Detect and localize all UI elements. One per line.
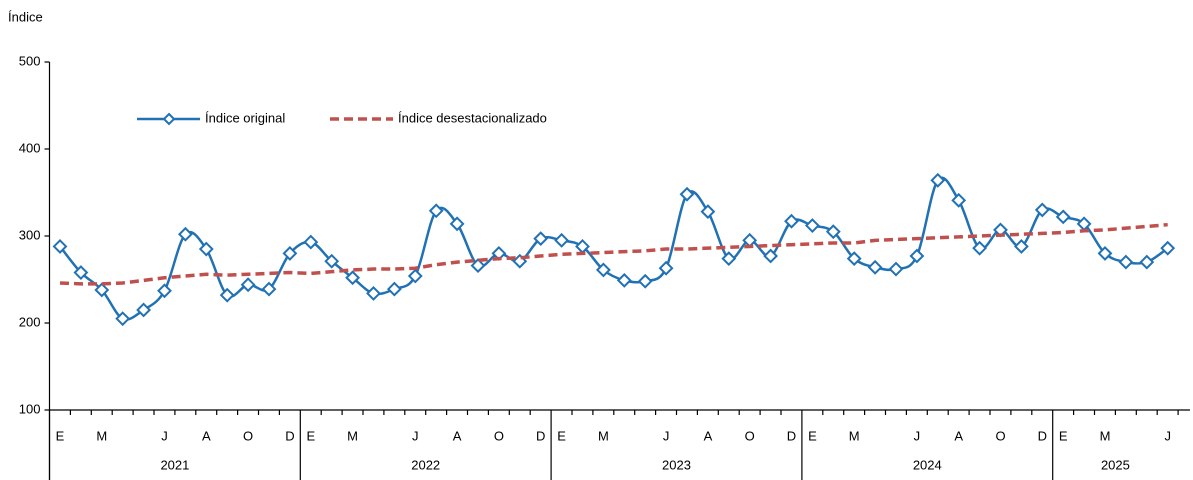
x-tick-label: E xyxy=(557,428,566,443)
x-tick-label: E xyxy=(56,428,65,443)
point-marker xyxy=(198,241,214,257)
point-marker xyxy=(658,260,674,276)
x-tick-label: O xyxy=(494,428,504,443)
legend-marker xyxy=(162,112,176,126)
point-marker xyxy=(700,204,716,220)
point-marker xyxy=(930,172,946,188)
point-marker xyxy=(804,218,820,233)
year-label: 2025 xyxy=(1101,457,1130,472)
point-marker xyxy=(1055,209,1071,225)
point-marker xyxy=(177,226,193,242)
point-marker xyxy=(616,272,632,288)
x-tick-label: M xyxy=(347,428,358,443)
point-marker xyxy=(951,192,967,208)
point-marker xyxy=(386,281,402,297)
legend-label: Índice desestacionalizado xyxy=(398,110,547,125)
point-marker xyxy=(449,216,465,232)
y-axis-label: Índice xyxy=(8,9,43,24)
x-tick-label: E xyxy=(808,428,817,443)
point-marker xyxy=(470,258,486,273)
year-label: 2022 xyxy=(411,457,440,472)
point-marker xyxy=(1013,239,1029,254)
x-tick-label: D xyxy=(787,428,796,443)
x-tick-label: J xyxy=(1164,428,1171,443)
point-marker xyxy=(533,231,549,247)
point-marker xyxy=(261,281,277,297)
x-tick-label: M xyxy=(849,428,860,443)
x-tick-label: A xyxy=(954,428,963,443)
point-marker xyxy=(282,245,298,261)
point-marker xyxy=(1118,254,1134,270)
y-tick-label: 500 xyxy=(19,53,41,68)
point-marker xyxy=(1097,245,1113,261)
x-tick-label: D xyxy=(285,428,294,443)
x-tick-label: O xyxy=(745,428,755,443)
point-marker xyxy=(972,240,988,256)
point-marker xyxy=(1139,254,1155,270)
x-tick-label: A xyxy=(453,428,462,443)
x-tick-label: E xyxy=(1059,428,1068,443)
point-marker xyxy=(1160,240,1176,256)
x-tick-label: A xyxy=(704,428,713,443)
point-marker xyxy=(888,261,904,277)
x-tick-label: O xyxy=(995,428,1005,443)
point-marker xyxy=(1034,202,1050,218)
point-marker xyxy=(94,282,110,298)
point-marker xyxy=(637,273,653,289)
y-tick-label: 200 xyxy=(19,314,41,329)
point-marker xyxy=(345,270,361,286)
legend-label: Índice original xyxy=(205,110,285,125)
point-marker xyxy=(721,251,737,267)
x-tick-label: D xyxy=(1038,428,1047,443)
x-tick-label: M xyxy=(96,428,107,443)
point-marker xyxy=(136,302,152,318)
x-tick-label: A xyxy=(202,428,211,443)
point-marker xyxy=(428,203,444,219)
x-tick-label: M xyxy=(1100,428,1111,443)
point-marker xyxy=(407,268,423,284)
point-marker xyxy=(825,224,841,240)
point-marker xyxy=(784,213,799,229)
point-marker xyxy=(115,311,131,327)
point-marker xyxy=(763,248,779,264)
x-tick-label: J xyxy=(663,428,670,443)
point-marker xyxy=(846,251,862,267)
point-marker xyxy=(157,283,172,299)
x-tick-label: J xyxy=(412,428,419,443)
point-marker xyxy=(219,287,235,303)
x-tick-label: D xyxy=(536,428,545,443)
point-marker xyxy=(240,277,256,293)
series-line xyxy=(59,222,1168,286)
point-marker xyxy=(679,186,695,202)
year-label: 2023 xyxy=(662,457,691,472)
x-tick-label: J xyxy=(161,428,168,443)
x-tick-label: J xyxy=(914,428,921,443)
point-marker xyxy=(73,265,89,280)
x-tick-label: E xyxy=(306,428,315,443)
point-marker xyxy=(867,259,883,275)
point-marker xyxy=(909,248,925,264)
point-marker xyxy=(324,253,340,269)
point-marker xyxy=(303,234,319,250)
year-label: 2021 xyxy=(160,457,189,472)
y-tick-label: 400 xyxy=(19,140,41,155)
y-tick-label: 100 xyxy=(19,401,41,416)
year-label: 2024 xyxy=(913,457,942,472)
x-tick-label: O xyxy=(243,428,253,443)
point-marker xyxy=(554,232,570,248)
point-marker xyxy=(366,286,381,301)
y-tick-label: 300 xyxy=(19,227,41,242)
x-tick-label: M xyxy=(598,428,609,443)
point-marker xyxy=(52,239,68,254)
point-marker xyxy=(595,262,611,278)
